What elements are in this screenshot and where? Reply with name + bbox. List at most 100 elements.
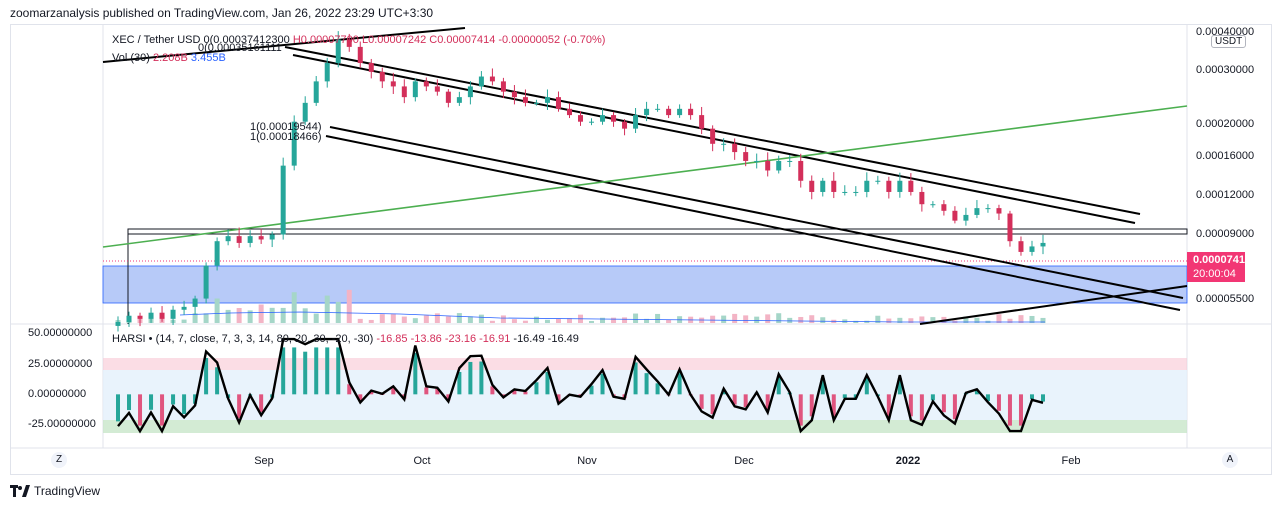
candle-body [115,322,121,326]
volume-legend: Vol (30) 2.208B 3.455B [112,52,226,64]
volume-bar [181,319,187,323]
volume-bar [456,313,462,323]
zoom-button[interactable]: Z [51,452,67,468]
volume-bar [633,313,639,323]
harsi-bar [347,384,352,395]
harsi-bar [116,394,120,422]
harsi-bar [710,394,715,415]
candle-body [743,152,749,161]
volume-bar [280,307,286,323]
volume-bar [776,313,782,323]
candle-body [236,236,242,243]
harsi-value-5: -16.49 [513,333,545,345]
candle-body [467,86,473,98]
candle-body [1029,246,1035,252]
candle-body [908,180,914,192]
currency-button[interactable]: USDT [1211,35,1247,48]
volume-bar [996,314,1002,323]
candle-body [633,115,639,129]
harsi-bar [193,394,198,404]
support-band [102,265,1188,304]
candle-body [511,91,517,98]
resistance-box [127,228,1188,235]
candle-body [655,108,661,110]
price-axis-label: 0.00016000 [1196,150,1255,162]
time-axis-label: Nov [577,455,597,467]
candle-body [644,108,650,116]
harsi-bar [490,386,495,395]
candle-body [798,160,804,181]
harsi-name[interactable]: HARSI [112,333,146,345]
candle-body [203,265,209,299]
harsi-bar [424,387,429,395]
time-axis-label: Oct [413,455,431,467]
volume-bar [478,314,484,323]
price-axis-label: 0.00020000 [1196,118,1255,130]
candle-body [732,143,738,153]
candle-body [886,180,892,192]
volume-bar [390,314,396,323]
candle-body [390,81,396,87]
volume-bar [875,315,881,323]
candle-body [699,115,705,129]
candle-body [434,86,440,92]
volume-bar [258,304,264,323]
harsi-bar [237,394,242,419]
harsi-bar [391,387,396,395]
volume-bar [434,313,440,323]
volume-bar [644,318,650,323]
volume-bar [555,318,561,323]
tradingview-logo-icon [10,485,30,497]
harsi-bar [655,383,660,395]
harsi-axis-label: 25.00000000 [28,358,93,370]
volume-bar [765,314,771,323]
candle-body [126,315,132,322]
harsi-value-6: -16.49 [547,333,579,345]
volume-bar [489,320,495,323]
volume-label[interactable]: Vol (30) [112,52,150,64]
harsi-bar [369,391,374,395]
candle-body [566,108,572,116]
volume-bar [324,295,330,323]
candle-body [765,160,771,171]
harsi-bar [292,347,297,395]
harsi-bar [864,378,869,395]
candle-body [368,62,374,72]
harsi-bar [809,394,814,417]
harsi-bar [523,391,528,395]
harsi-params: (14, 7, close, 7, 3, 3, 14, 80, 20, 30, … [155,333,374,345]
harsi-bar [512,390,517,395]
harsi-bar [534,382,539,395]
auto-scale-button[interactable]: A [1222,452,1238,468]
harsi-bar [314,347,319,395]
volume-bar [225,309,231,323]
candle-body [688,108,694,116]
harsi-bar [413,352,418,395]
volume-bar [346,289,352,323]
harsi-bar [831,394,836,417]
volume-bar [710,315,716,323]
harsi-bar [479,361,484,395]
candle-body [137,315,143,319]
publish-line: zoomarzanalysis published on TradingView… [10,6,434,20]
candle-body [611,115,617,122]
candle-body [776,160,782,171]
tradingview-logo[interactable]: TradingView [10,484,100,498]
candle-body [489,76,495,82]
candle-body [555,97,561,109]
volume-bar [798,316,804,323]
volume-bar [357,318,363,323]
harsi-axis-label: 0.00000000 [28,388,87,400]
harsi-bar [974,390,979,395]
symbol-name[interactable]: XEC / Tether USD [112,34,201,46]
harsi-bar [545,371,550,395]
candle-body [831,180,837,192]
candle-body [522,97,528,103]
trendline-top [102,27,466,63]
harsi-value-4: -16.91 [479,333,511,345]
harsi-bar [908,394,913,417]
chart-frame [10,24,1272,475]
candle-body [247,236,253,243]
volume-bar [743,315,749,323]
